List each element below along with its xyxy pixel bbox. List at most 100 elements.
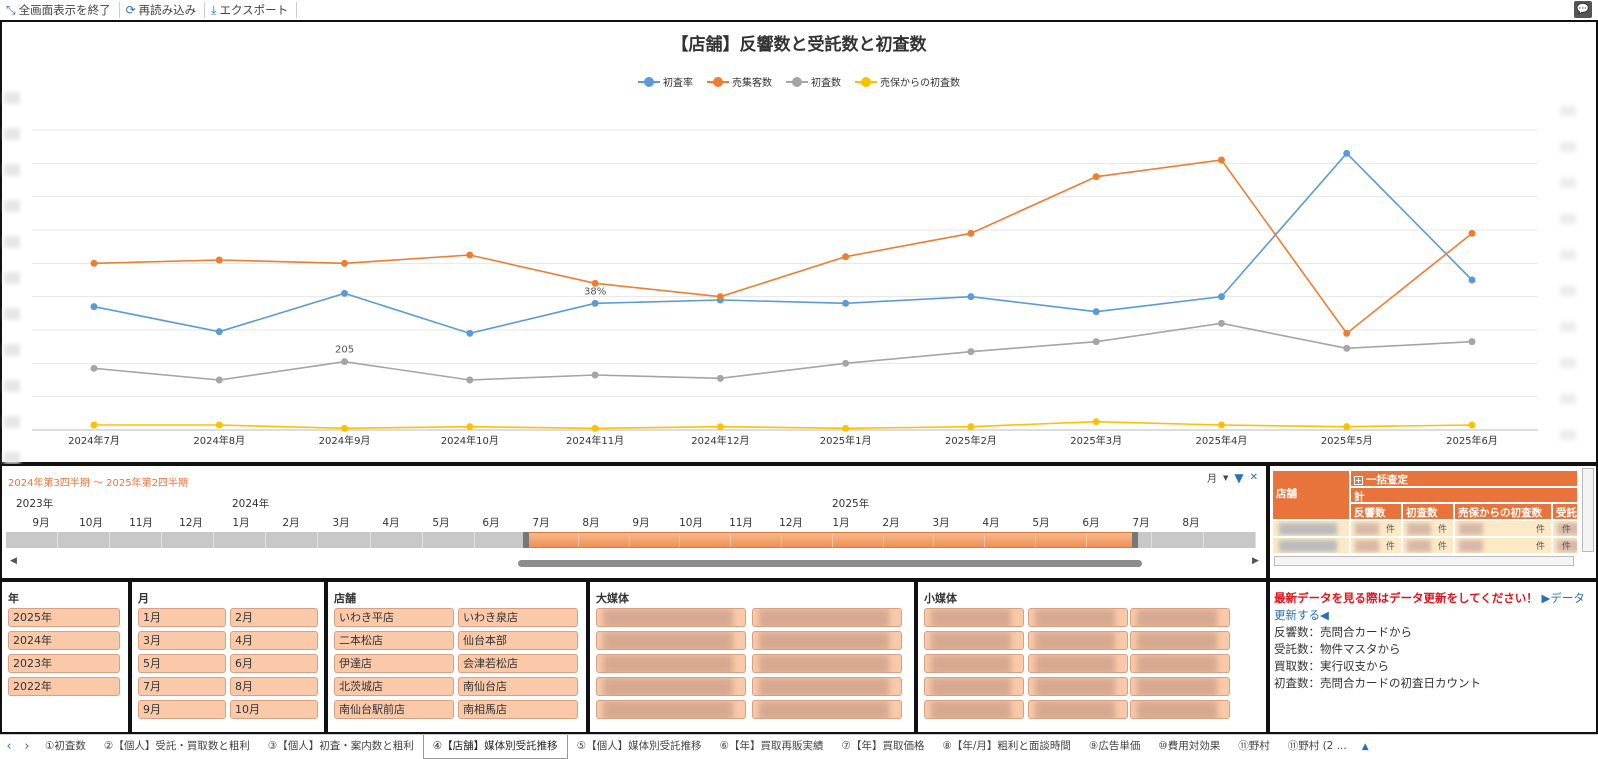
filter-chip[interactable]: 2月: [230, 608, 318, 627]
data-point[interactable]: [716, 293, 724, 301]
tab-list-up-icon[interactable]: ▲: [1361, 741, 1369, 752]
group-header[interactable]: + 一括査定: [1350, 470, 1578, 487]
filter-chip[interactable]: 9月: [138, 700, 226, 719]
timeline-month-label[interactable]: 2月: [882, 517, 900, 529]
data-point[interactable]: [215, 328, 223, 336]
filter-chip[interactable]: 4月: [230, 631, 318, 650]
data-point[interactable]: [591, 299, 599, 307]
timeline-month-label[interactable]: 7月: [1132, 517, 1150, 529]
data-point[interactable]: [341, 259, 349, 267]
data-point[interactable]: [215, 376, 223, 384]
filter-chip[interactable]: 8月: [230, 677, 318, 696]
filter-chip[interactable]: 南仙台店: [458, 677, 578, 696]
sheet-tab[interactable]: ⑥【年】買取再販実績: [719, 739, 824, 752]
data-point[interactable]: [1217, 421, 1225, 429]
data-point[interactable]: [466, 329, 474, 337]
data-point[interactable]: [842, 299, 850, 307]
scroll-left-icon[interactable]: ◀: [10, 556, 17, 566]
timeline-cell[interactable]: [371, 532, 423, 548]
data-point[interactable]: [842, 424, 850, 432]
filter-chip[interactable]: 会津若松店: [458, 654, 578, 673]
filter-chip-redacted[interactable]: [1028, 677, 1128, 696]
timeline-month-label[interactable]: 9月: [32, 517, 50, 529]
granularity-select[interactable]: 月: [1206, 474, 1217, 485]
timeline-month-label[interactable]: 8月: [1182, 517, 1200, 529]
timeline-cell[interactable]: [1100, 532, 1152, 548]
timeline-cell[interactable]: [1152, 532, 1204, 548]
timeline-month-label[interactable]: 3月: [932, 517, 950, 529]
filter-chip-redacted[interactable]: [924, 677, 1024, 696]
filter-chip[interactable]: 3月: [138, 631, 226, 650]
timeline-start-handle[interactable]: [523, 532, 529, 548]
legend-item[interactable]: 初査数: [786, 74, 841, 89]
sheet-tab[interactable]: ⑤【個人】媒体別受託推移: [576, 739, 702, 752]
timeline-month-label[interactable]: 5月: [432, 517, 450, 529]
pivot-horizontal-scrollbar[interactable]: [1274, 556, 1574, 566]
filter-chip-redacted[interactable]: [1130, 654, 1230, 673]
data-point[interactable]: [842, 253, 850, 261]
timeline-month-label[interactable]: 11月: [129, 517, 153, 529]
filter-chip-redacted[interactable]: [1130, 677, 1230, 696]
timeline-month-label[interactable]: 1月: [832, 517, 850, 529]
sheet-tab[interactable]: ③【個人】初査・案内数と粗利: [267, 739, 414, 752]
filter-chip-redacted[interactable]: [1028, 608, 1128, 627]
data-point[interactable]: [591, 424, 599, 432]
filter-chip[interactable]: 2024年: [8, 631, 120, 650]
sheet-tab[interactable]: ⑩費用対効果: [1158, 739, 1221, 752]
timeline-month-label[interactable]: 1月: [232, 517, 250, 529]
data-point[interactable]: [1343, 344, 1351, 352]
filter-chip-redacted[interactable]: [596, 654, 746, 673]
data-point[interactable]: [215, 256, 223, 264]
timeline-cell[interactable]: [266, 532, 319, 548]
filter-chip-redacted[interactable]: [1130, 631, 1230, 650]
filter-chip-redacted[interactable]: [924, 608, 1024, 627]
filter-chip-redacted[interactable]: [924, 631, 1024, 650]
data-point[interactable]: [716, 374, 724, 382]
filter-chip[interactable]: 2025年: [8, 608, 120, 627]
filter-chip[interactable]: 6月: [230, 654, 318, 673]
timeline-month-label[interactable]: 12月: [179, 517, 203, 529]
filter-chip-redacted[interactable]: [752, 631, 902, 650]
timeline-month-label[interactable]: 4月: [382, 517, 400, 529]
dropdown-icon[interactable]: ▼: [1222, 473, 1229, 482]
filter-chip[interactable]: 二本松店: [334, 631, 454, 650]
data-point[interactable]: [1343, 329, 1351, 337]
timeline-end-handle[interactable]: [1132, 532, 1138, 548]
legend-item[interactable]: 売保からの初査数: [855, 74, 960, 89]
update-data-link[interactable]: ▶データ更新する◀: [1274, 591, 1585, 622]
sheet-tab[interactable]: ⑪野村: [1238, 739, 1270, 752]
filter-chip-redacted[interactable]: [596, 677, 746, 696]
data-point[interactable]: [466, 251, 474, 259]
data-point[interactable]: [341, 289, 349, 297]
filter-chip[interactable]: 1月: [138, 608, 226, 627]
timeline-cell[interactable]: [162, 532, 215, 548]
data-point[interactable]: [1217, 293, 1225, 301]
filter-chip-redacted[interactable]: [1028, 654, 1128, 673]
data-point[interactable]: [1468, 276, 1476, 284]
data-point[interactable]: [466, 423, 474, 431]
timeline-cell[interactable]: [318, 532, 371, 548]
data-point[interactable]: [1092, 173, 1100, 181]
data-point[interactable]: [1468, 229, 1476, 237]
filter-chip[interactable]: 伊達店: [334, 654, 454, 673]
filter-chip[interactable]: いわき平店: [334, 608, 454, 627]
filter-chip-redacted[interactable]: [752, 608, 902, 627]
timeline-cell[interactable]: [58, 532, 111, 548]
filter-chip-redacted[interactable]: [596, 700, 746, 719]
data-point[interactable]: [90, 364, 98, 372]
filter-chip-redacted[interactable]: [1130, 700, 1230, 719]
filter-chip-redacted[interactable]: [924, 654, 1024, 673]
filter-icon[interactable]: ▼: [1234, 470, 1244, 485]
timeline-scrollbar[interactable]: [518, 560, 1142, 567]
data-point[interactable]: [716, 423, 724, 431]
sheet-tab[interactable]: ②【個人】受託・買取数と粗利: [103, 739, 250, 752]
data-point[interactable]: [967, 348, 975, 356]
filter-chip-redacted[interactable]: [924, 700, 1024, 719]
filter-chip[interactable]: 7月: [138, 677, 226, 696]
timeline-month-label[interactable]: 7月: [532, 517, 550, 529]
timeline-cell[interactable]: [475, 532, 527, 548]
timeline-month-label[interactable]: 6月: [1082, 517, 1100, 529]
timeline-month-label[interactable]: 11月: [729, 517, 753, 529]
sheet-tab[interactable]: ⑧【年/月】粗利と面談時間: [942, 739, 1071, 752]
sheet-tab[interactable]: ④【店舗】媒体別受託推移: [422, 734, 568, 759]
